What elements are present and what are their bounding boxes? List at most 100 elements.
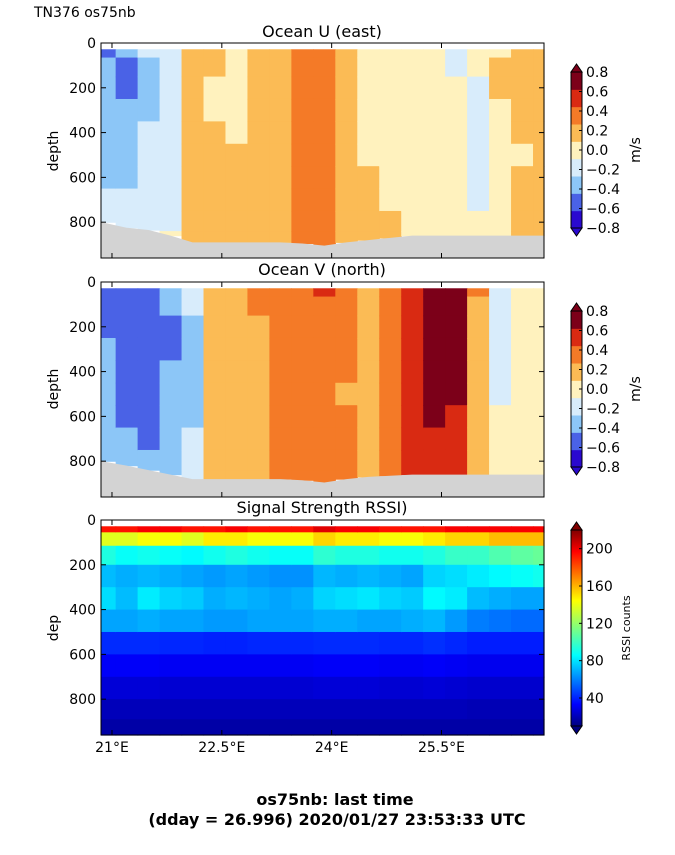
heatmap-cell (313, 719, 336, 736)
heatmap-cell (159, 210, 183, 232)
heatmap-cell (401, 49, 424, 59)
heatmap-cell (467, 699, 490, 720)
heatmap-cell (181, 470, 205, 480)
heatmap-cell (379, 315, 402, 339)
heatmap-cell (467, 121, 490, 145)
heatmap-cell (533, 57, 545, 78)
heatmap-cell (335, 427, 358, 451)
heatmap-cell (511, 188, 534, 212)
heatmap-cell (181, 166, 205, 190)
y-axis-label: dep (46, 615, 62, 642)
heatmap-cell (379, 121, 402, 145)
heatmap-cell (291, 427, 314, 451)
colorbar-segment (571, 415, 582, 433)
heatmap-cell (269, 121, 292, 145)
heatmap-cell (511, 382, 534, 406)
heatmap-cell (335, 631, 358, 655)
heatmap-cell (203, 545, 227, 566)
heatmap-cell (467, 545, 490, 566)
heatmap-cell (511, 564, 534, 588)
heatmap-cell (357, 57, 380, 78)
heatmap-cell (181, 609, 205, 633)
heatmap-cell (101, 57, 117, 78)
heatmap-cell (115, 699, 139, 720)
heatmap-cell (269, 719, 292, 736)
heatmap-cell (159, 360, 183, 384)
heatmap-cell (467, 188, 490, 212)
heatmap-cell (489, 296, 512, 317)
heatmap-cell (313, 76, 336, 100)
heatmap-cell (115, 526, 139, 533)
heatmap-cell (357, 143, 380, 167)
heatmap-cell (159, 545, 183, 566)
heatmap-cell (401, 676, 424, 700)
heatmap-cell (203, 449, 227, 471)
heatmap-cell (247, 231, 271, 243)
heatmap-cell (115, 288, 139, 298)
heatmap-cell (247, 315, 271, 339)
heatmap-cell (225, 526, 249, 533)
heatmap-cell (379, 76, 402, 100)
heatmap-cell (159, 564, 183, 588)
heatmap-cell (467, 360, 490, 384)
heatmap-cell (313, 676, 336, 700)
heatmap-cell (467, 315, 490, 339)
heatmap-cell (511, 654, 534, 678)
heatmap-cell (379, 654, 402, 678)
heatmap-cell (115, 449, 139, 467)
heatmap-cell (159, 427, 183, 451)
heatmap-cell (401, 288, 424, 298)
colorbar-label: m/s (628, 137, 644, 163)
heatmap-cell (225, 609, 249, 633)
heatmap-cell (511, 631, 534, 655)
heatmap-cell (401, 121, 424, 145)
heatmap-cell (269, 98, 292, 122)
heatmap-cell (423, 719, 446, 736)
heatmap-cell (225, 532, 249, 547)
heatmap-cell (247, 288, 271, 298)
heatmap-cell (423, 76, 446, 100)
heatmap-cell (401, 719, 424, 736)
heatmap-cell (335, 699, 358, 720)
heatmap-cell (203, 470, 227, 480)
heatmap-cell (401, 337, 424, 361)
heatmap-cell (511, 76, 534, 100)
heatmap-cell (467, 49, 490, 59)
heatmap-cell (313, 526, 336, 533)
heatmap-cell (445, 609, 468, 633)
colorbar-gradient (570, 529, 583, 727)
heatmap-cell (225, 288, 249, 298)
heatmap-cell (225, 545, 249, 566)
heatmap-cell (203, 564, 227, 588)
heatmap-cell (159, 296, 183, 317)
heatmap-cell (401, 545, 424, 566)
heatmap-cell (291, 296, 314, 317)
heatmap-cell (313, 57, 336, 78)
colorbar-tick-label: −0.2 (586, 163, 620, 179)
heatmap-cell (159, 49, 183, 59)
heatmap-cell (445, 121, 468, 145)
heatmap-cell (269, 631, 292, 655)
heatmap-cell (101, 545, 117, 566)
heatmap-cell (335, 210, 358, 232)
heatmap-cell (357, 315, 380, 339)
heatmap-cell (335, 405, 358, 429)
colorbar-tick-label: 200 (586, 542, 613, 558)
colorbar-tick-label: 0.4 (586, 343, 608, 359)
heatmap-cell (225, 337, 249, 361)
heatmap-cell (159, 631, 183, 655)
heatmap-cell (489, 609, 512, 633)
heatmap-cell (181, 405, 205, 429)
heatmap-cell (379, 699, 402, 720)
heatmap-cell (313, 121, 336, 145)
colorbar-tick-label: 80 (586, 654, 604, 670)
colorbar-tick-label: 0.8 (586, 65, 608, 81)
heatmap-cell (159, 526, 183, 533)
heatmap-cell (181, 719, 205, 736)
heatmap-cell (115, 676, 139, 700)
heatmap-cell (357, 545, 380, 566)
heatmap-cell (511, 427, 534, 451)
heatmap-cell (335, 98, 358, 122)
heatmap-cell (533, 449, 545, 471)
heatmap-cell (533, 587, 545, 611)
